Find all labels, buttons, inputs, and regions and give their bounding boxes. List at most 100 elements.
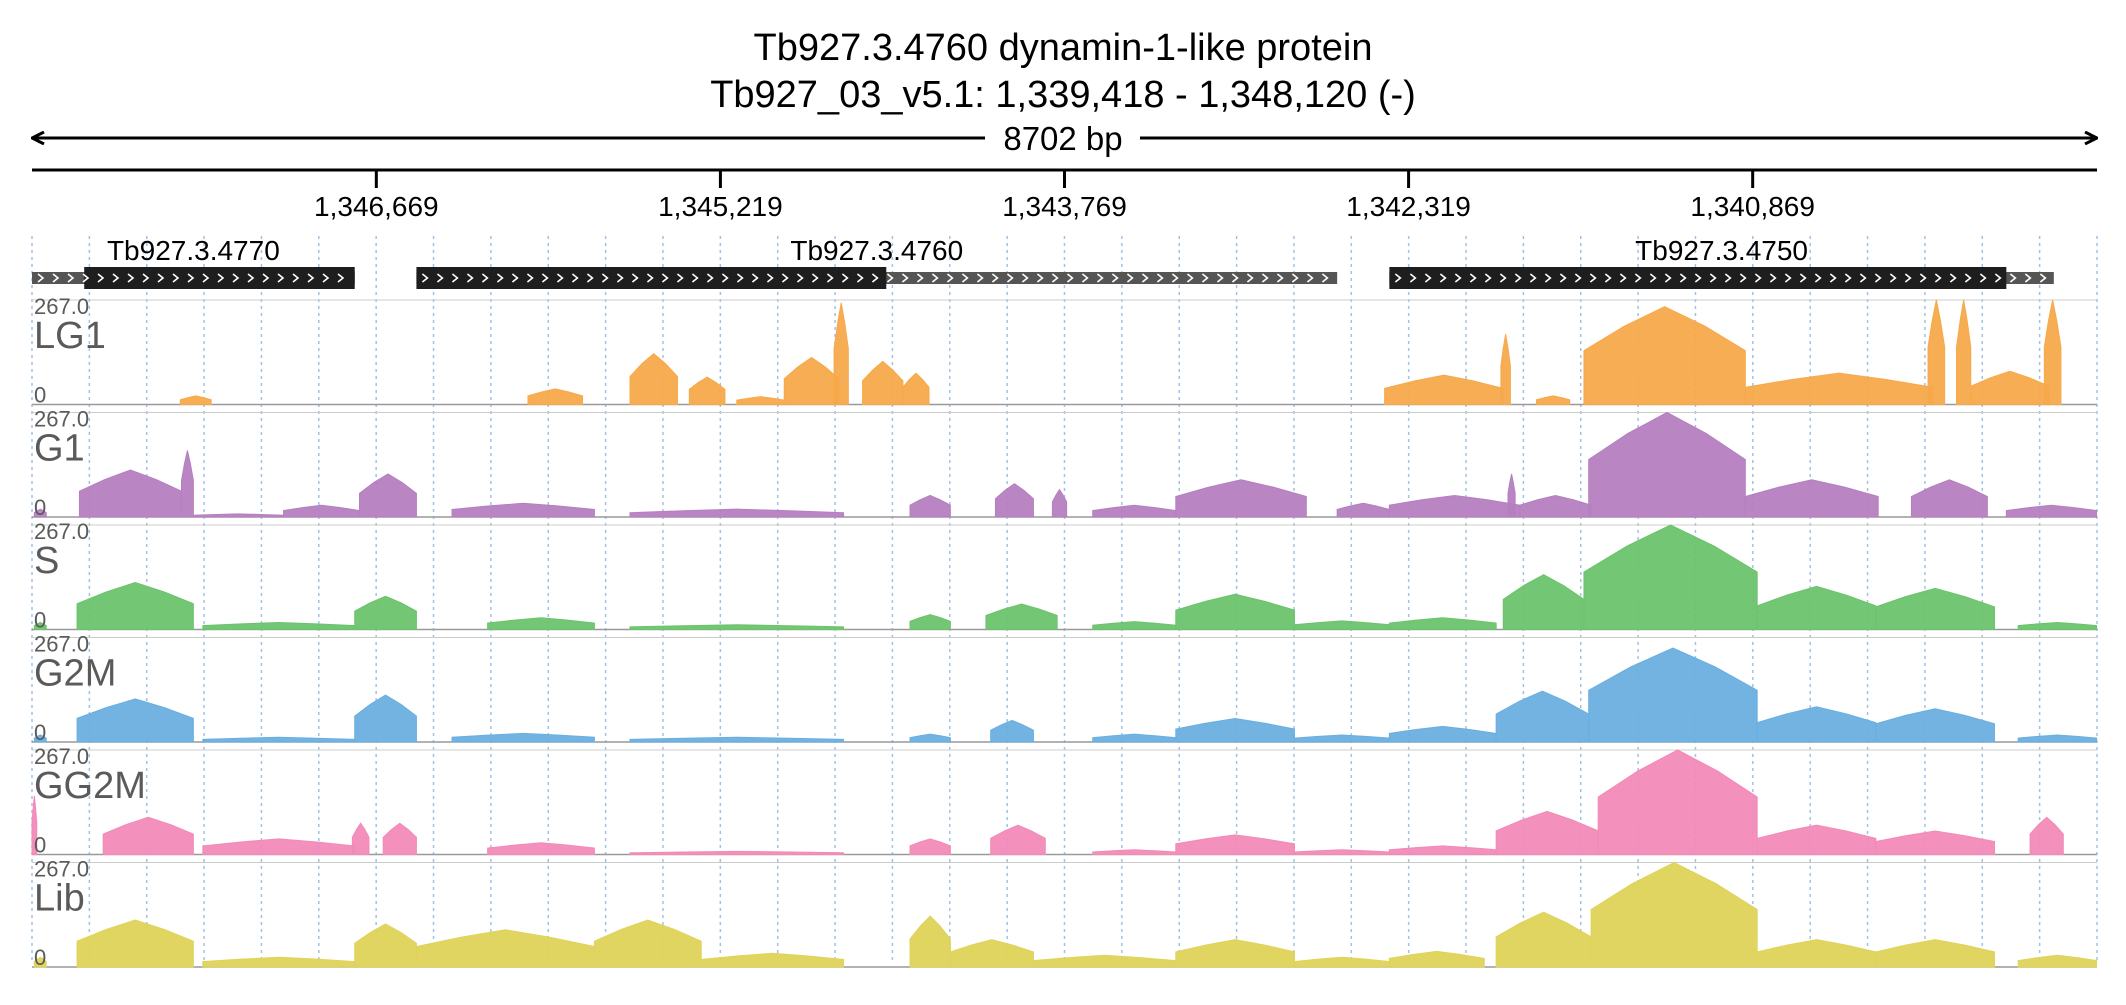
coverage-area	[1744, 479, 1879, 518]
coverage-area	[1175, 718, 1295, 743]
coverage-area	[1875, 830, 1995, 855]
coverage-area	[1744, 372, 1934, 405]
chevron	[1559, 273, 1567, 283]
chevron	[1619, 273, 1627, 283]
coverage-area	[1507, 473, 1516, 518]
chevron	[1529, 273, 1537, 283]
coverage-area	[179, 395, 212, 405]
coverage-area	[2017, 621, 2098, 630]
ruler-ticks: 1,346,669 1,345,219 1,343,769 1,342,319 1,34…	[314, 170, 1815, 222]
coverage-area	[2043, 299, 2062, 405]
chevron	[1454, 273, 1462, 283]
coverage-area	[1502, 574, 1585, 630]
chevron	[1679, 273, 1687, 283]
coverage-area	[1175, 939, 1295, 968]
coverage-area	[487, 842, 595, 855]
coverage-area	[1092, 621, 1177, 630]
chevron	[187, 273, 195, 283]
track-lib: 267.0 0 Lib	[32, 857, 2098, 970]
track-name-label: Lib	[34, 878, 85, 920]
coverage-area	[2005, 504, 2098, 518]
strand-chevrons	[421, 273, 1329, 283]
chevron	[841, 273, 849, 283]
coverage-area	[1032, 954, 1177, 968]
chevron	[217, 273, 225, 283]
span-label: 8702 bp	[1003, 120, 1122, 157]
coverage-area	[1583, 306, 1746, 405]
coverage-area	[1756, 585, 1877, 630]
chevron	[1424, 273, 1432, 283]
track-ymax-label: 267.0	[34, 857, 89, 882]
chevron	[856, 273, 864, 283]
coverage-area	[1175, 834, 1295, 855]
coverage-area	[2017, 734, 2098, 743]
chevron	[1754, 273, 1762, 283]
coverage-area	[629, 352, 678, 405]
gene-cds	[1389, 267, 2007, 289]
chevron	[931, 273, 939, 283]
chevron	[1649, 273, 1657, 283]
coverage-area	[1092, 849, 1177, 855]
coverage-area	[1910, 479, 1988, 518]
coverage-area	[1590, 861, 1758, 968]
coverage-area	[949, 939, 1034, 968]
chevron	[337, 273, 345, 283]
coverage-area	[76, 698, 194, 743]
chevron	[661, 273, 669, 283]
coverage-area	[1756, 824, 1877, 855]
coverage-area	[688, 376, 726, 405]
coverage-area	[33, 621, 47, 630]
chevron	[1261, 273, 1269, 283]
coverage-area	[629, 850, 845, 855]
track-ymin-label: 0	[34, 833, 46, 858]
chevron	[766, 273, 774, 283]
coverage-area	[358, 473, 417, 518]
chevron	[307, 273, 315, 283]
coverage-area	[2017, 954, 2098, 968]
track-ymax-label: 267.0	[34, 519, 89, 544]
chevron	[1874, 273, 1882, 283]
coverage-area	[629, 736, 845, 743]
coverage-area	[451, 732, 595, 743]
chevron	[1171, 273, 1179, 283]
track-name-label: GG2M	[34, 765, 146, 807]
chevron	[1919, 273, 1927, 283]
chevron	[781, 273, 789, 283]
coverage-area	[1388, 725, 1497, 743]
chevron	[1081, 273, 1089, 283]
coverage-area	[202, 838, 356, 855]
chevron	[1694, 273, 1702, 283]
chevron	[961, 273, 969, 283]
coverage-area	[909, 838, 951, 855]
track-ymax-label: 267.0	[34, 294, 89, 319]
coverage-area	[415, 929, 595, 968]
coverage-area	[902, 372, 930, 405]
coverage-area	[354, 694, 417, 743]
chevron	[586, 273, 594, 283]
ruler-tick-label: 1,340,869	[1690, 191, 1815, 222]
coverage-area	[1293, 849, 1390, 855]
track-lg1: 267.0 0 LG1	[32, 294, 2097, 408]
coverage-area	[1519, 494, 1592, 518]
chevron	[1604, 273, 1612, 283]
chevron	[1589, 273, 1597, 283]
chevron	[52, 273, 60, 283]
gene-tb927-3-4770: Tb927.3.4770	[32, 235, 355, 289]
gene-cds	[84, 267, 355, 289]
chevron	[2009, 273, 2017, 283]
coverage-area	[33, 734, 47, 743]
coverage-area	[1495, 690, 1590, 743]
coverage-area	[700, 952, 845, 968]
chevron	[202, 273, 210, 283]
chevron	[1499, 273, 1507, 283]
coverage-area	[1384, 374, 1504, 405]
ruler-tick-label: 1,343,769	[1002, 191, 1127, 222]
gene-tb927-3-4760: Tb927.3.4760	[416, 235, 1338, 289]
chevron	[1021, 273, 1029, 283]
chevron	[511, 273, 519, 283]
coverage-area	[909, 733, 951, 743]
chevron	[721, 273, 729, 283]
chevron	[1664, 273, 1672, 283]
coverage-area	[102, 816, 194, 855]
track-g2m: 267.0 0 G2M	[32, 632, 2098, 745]
